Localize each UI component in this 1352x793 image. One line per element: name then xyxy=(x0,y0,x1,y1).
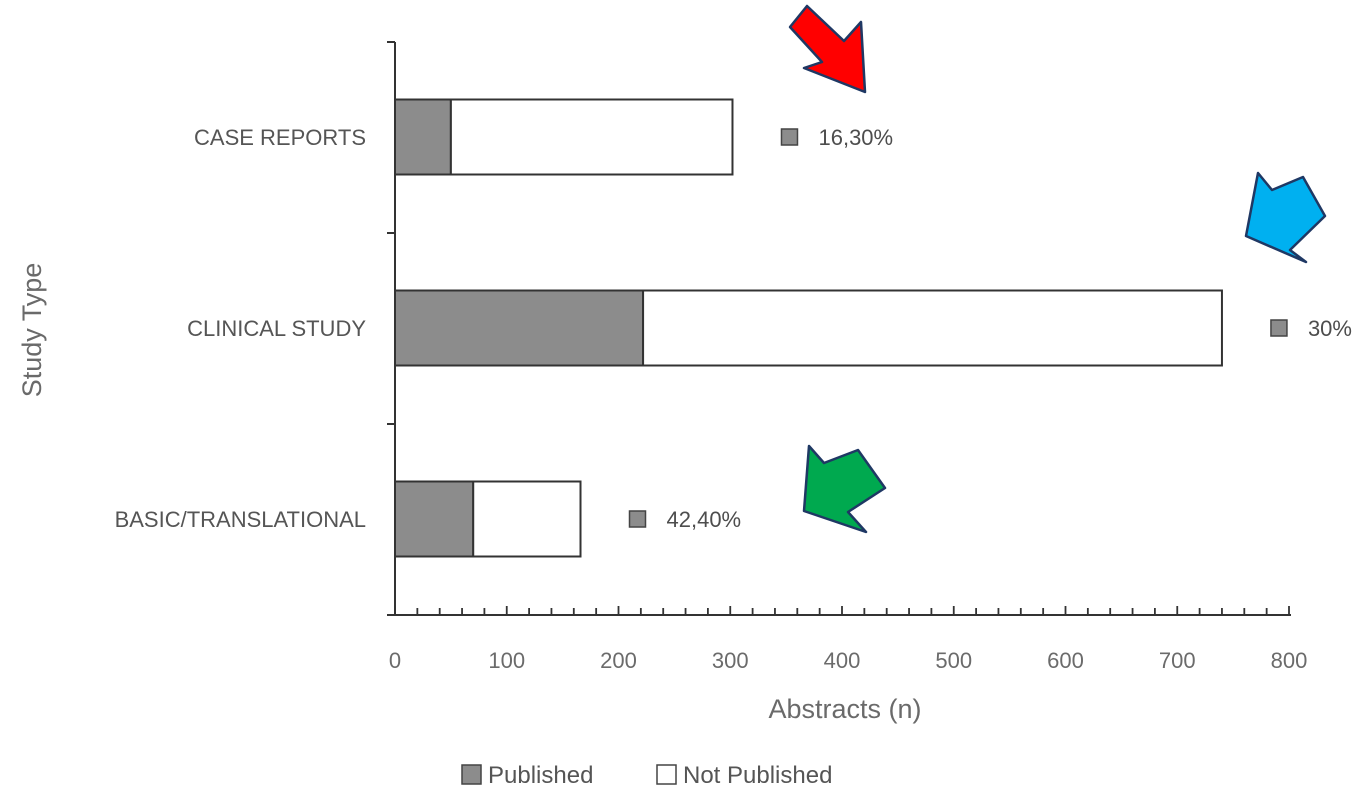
red-arrow-icon xyxy=(788,4,867,94)
arrow-annotations xyxy=(788,4,1327,534)
bar-published xyxy=(394,98,452,176)
data-label: 42,40% xyxy=(667,507,742,532)
category-label: CASE REPORTS xyxy=(194,125,366,150)
data-label-marker xyxy=(628,510,647,528)
x-tick-label: 700 xyxy=(1159,648,1196,673)
data-label: 30% xyxy=(1308,316,1352,341)
bars xyxy=(394,98,1223,558)
x-tick-label: 300 xyxy=(712,648,749,673)
x-tick-label: 100 xyxy=(488,648,525,673)
x-tick-label: 0 xyxy=(389,648,401,673)
data-label-marker xyxy=(780,128,799,146)
x-tick-label: 400 xyxy=(824,648,861,673)
category-label: BASIC/TRANSLATIONAL xyxy=(115,507,366,532)
x-axis-title: Abstracts (n) xyxy=(768,694,921,724)
labels: 0 100 200 300 400 500 600 700 800 CASE REPORTS CLI… xyxy=(115,125,1352,673)
category-label: CLINICAL STUDY xyxy=(187,316,366,341)
x-tick-label: 500 xyxy=(935,648,972,673)
bar-published xyxy=(394,480,475,558)
x-tick-label: 200 xyxy=(600,648,637,673)
legend: Published Not Published xyxy=(461,762,832,789)
data-label: 16,30% xyxy=(818,125,893,150)
legend-label-not-published: Not Published xyxy=(683,762,832,789)
legend-swatch-published xyxy=(461,764,482,785)
bar-not-published xyxy=(642,289,1223,367)
blue-arrow-icon xyxy=(1244,171,1327,264)
x-tick-label: 600 xyxy=(1047,648,1084,673)
x-tick-label: 800 xyxy=(1271,648,1308,673)
bar-published xyxy=(394,289,645,367)
bar-not-published xyxy=(449,98,734,176)
y-axis-title: Study Type xyxy=(17,263,47,398)
data-label-marker xyxy=(1270,319,1288,337)
green-arrow-icon xyxy=(802,444,887,534)
bar-not-published xyxy=(472,480,582,558)
legend-label-published: Published xyxy=(488,762,593,789)
legend-swatch-not-published xyxy=(656,764,677,785)
